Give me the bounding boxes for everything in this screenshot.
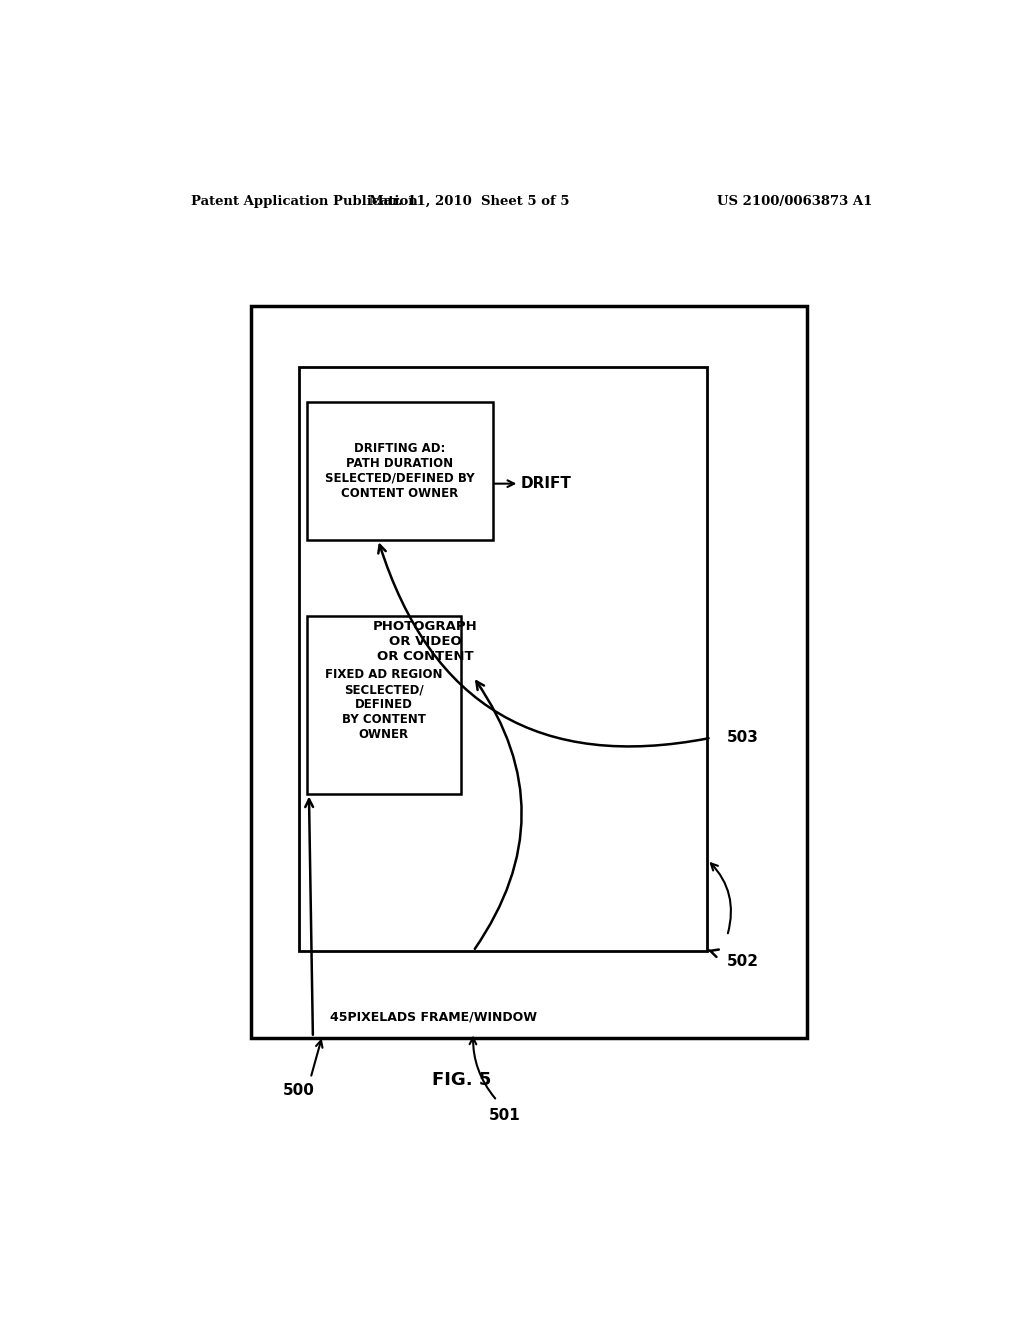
- Text: Patent Application Publication: Patent Application Publication: [191, 194, 418, 207]
- Text: 503: 503: [727, 730, 759, 746]
- Bar: [306, 403, 494, 540]
- Bar: [306, 615, 461, 793]
- Text: 501: 501: [489, 1109, 521, 1123]
- Text: 45PIXELADS FRAME/WINDOW: 45PIXELADS FRAME/WINDOW: [330, 1011, 537, 1024]
- Text: 502: 502: [727, 954, 759, 969]
- Text: PHOTOGRAPH
OR VIDEO
OR CONTENT: PHOTOGRAPH OR VIDEO OR CONTENT: [373, 619, 478, 663]
- FancyArrowPatch shape: [475, 681, 521, 949]
- FancyArrowPatch shape: [470, 1038, 496, 1098]
- Text: DRIFT: DRIFT: [521, 477, 571, 491]
- FancyArrowPatch shape: [378, 545, 709, 746]
- FancyArrowPatch shape: [709, 949, 719, 957]
- FancyArrowPatch shape: [305, 799, 313, 1035]
- Bar: [299, 367, 708, 952]
- Bar: [251, 306, 807, 1038]
- Text: US 2100/0063873 A1: US 2100/0063873 A1: [717, 194, 872, 207]
- Text: FIXED AD REGION
SECLECTED/
DEFINED
BY CONTENT
OWNER: FIXED AD REGION SECLECTED/ DEFINED BY CO…: [326, 668, 442, 742]
- Text: Mar. 11, 2010  Sheet 5 of 5: Mar. 11, 2010 Sheet 5 of 5: [369, 194, 569, 207]
- Text: 500: 500: [283, 1082, 314, 1098]
- FancyArrowPatch shape: [711, 863, 731, 933]
- Text: DRIFTING AD:
PATH DURATION
SELECTED/DEFINED BY
CONTENT OWNER: DRIFTING AD: PATH DURATION SELECTED/DEFI…: [325, 442, 474, 500]
- Text: FIG. 5: FIG. 5: [432, 1072, 490, 1089]
- FancyArrowPatch shape: [311, 1040, 323, 1076]
